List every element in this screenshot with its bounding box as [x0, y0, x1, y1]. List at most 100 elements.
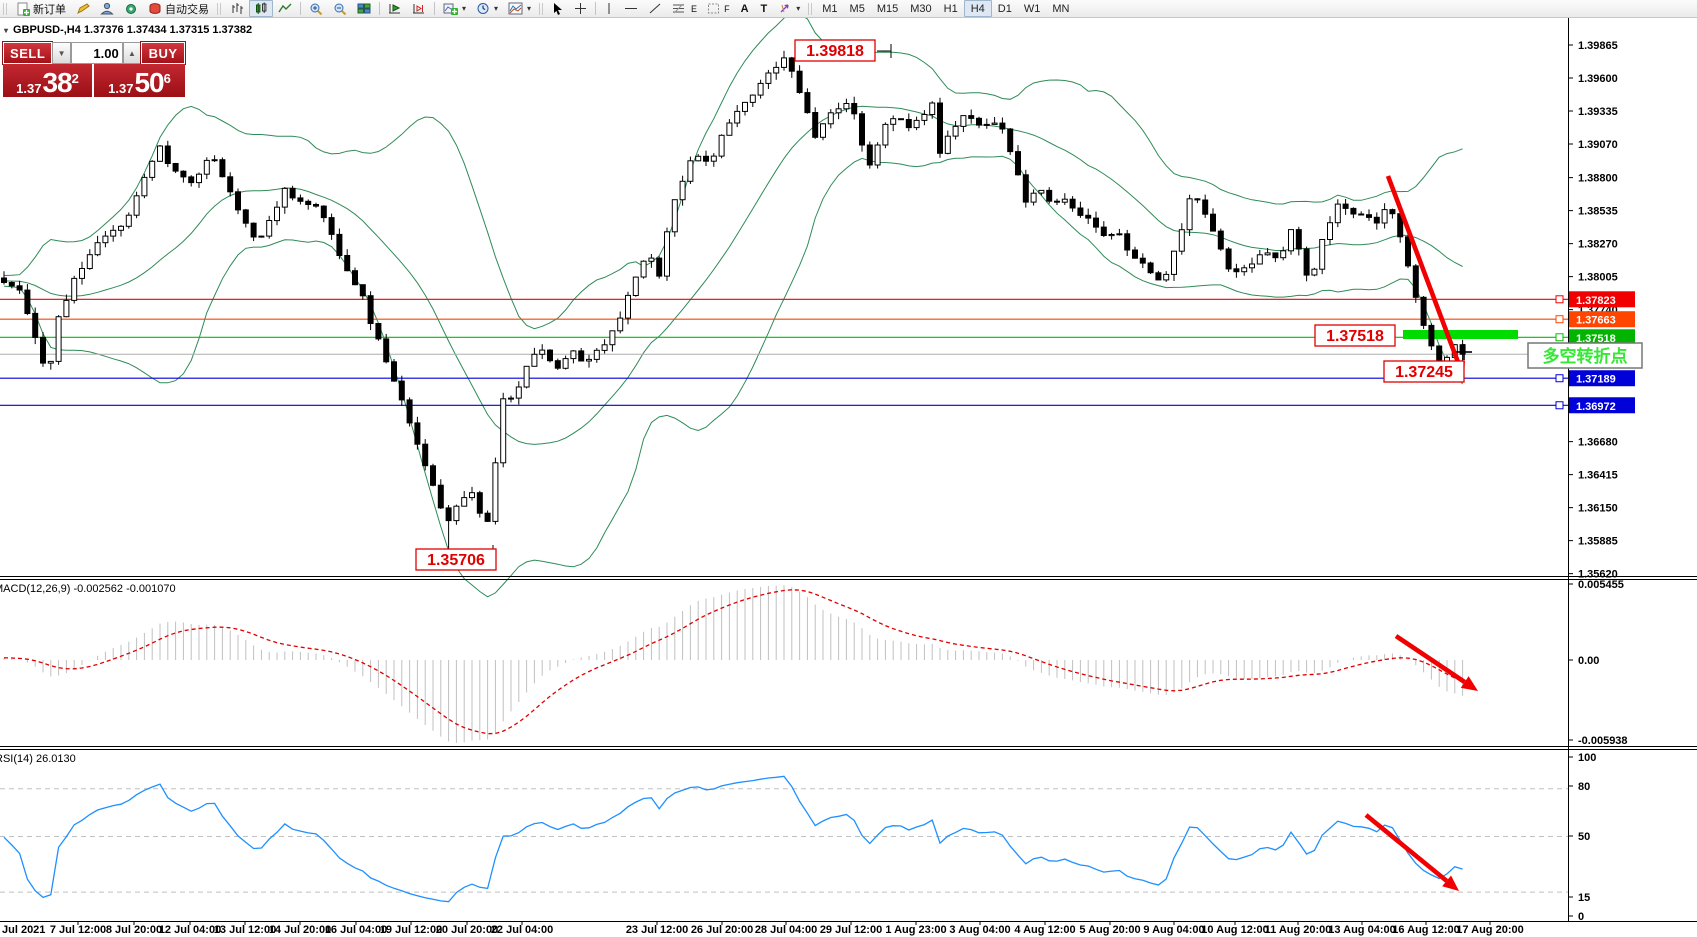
trend-arrow[interactable]: [1364, 813, 1449, 883]
templates-button[interactable]: ▾: [503, 0, 536, 17]
candlesticks: [1, 50, 1466, 563]
news-button[interactable]: [119, 0, 143, 17]
toolbar-grip: [539, 2, 545, 15]
candle-body: [1210, 213, 1216, 232]
candle-body: [648, 257, 655, 262]
sell-button[interactable]: SELL: [1, 41, 54, 65]
cursor-tool-button[interactable]: [547, 0, 569, 17]
timeframe-d1[interactable]: D1: [997, 2, 1012, 15]
candle-body: [1163, 273, 1170, 281]
macd-panel: 0.005455 0.00 -0.005938 MACD(12,26,9) -0.00…: [0, 579, 1628, 747]
candle-body: [196, 173, 202, 184]
timeframe-m1[interactable]: M1: [822, 2, 838, 15]
volume-input[interactable]: [70, 42, 123, 64]
line-handle[interactable]: [1555, 333, 1564, 342]
line-handle[interactable]: [1555, 315, 1564, 324]
candle-body: [742, 101, 748, 112]
price-badge-label: 1.37823: [1576, 295, 1616, 307]
candle-body: [484, 512, 491, 522]
candle-body: [921, 114, 928, 121]
timeframe-mn[interactable]: MN: [1052, 2, 1070, 15]
volume-decrease-button[interactable]: ▼: [52, 42, 71, 64]
bar-chart-mode-button[interactable]: [225, 0, 249, 17]
candle-body: [352, 270, 358, 286]
arrows-tool[interactable]: ▾: [773, 0, 805, 17]
text-tool[interactable]: A: [735, 0, 755, 17]
candle-body: [1319, 239, 1326, 270]
candle-chart-mode-button[interactable]: [249, 0, 273, 17]
timeframe-m5[interactable]: M5: [849, 2, 865, 15]
candle-body: [718, 134, 725, 157]
price-tag-box[interactable]: [1314, 324, 1396, 347]
price-tag-box[interactable]: [1383, 360, 1465, 383]
line-handle[interactable]: [1555, 401, 1564, 410]
buy-button[interactable]: BUY: [140, 41, 186, 65]
rsi-label: RSI(14) 26.0130: [0, 753, 76, 765]
candle-body: [235, 191, 241, 211]
timeframe-h4[interactable]: H4: [963, 0, 992, 17]
crosshair-pencil-button[interactable]: [71, 0, 95, 17]
price-tag-box[interactable]: [794, 39, 876, 62]
timeframe-w1[interactable]: W1: [1023, 2, 1041, 15]
collapse-trade-panel-icon[interactable]: ▾: [4, 25, 9, 35]
line-chart-mode-button[interactable]: [273, 0, 297, 17]
tile-windows-button[interactable]: [352, 0, 376, 17]
trendline-tool[interactable]: [643, 0, 667, 17]
candle-body: [1124, 233, 1131, 251]
bb-upper-band: [3, 13, 1463, 330]
horizontal-level-lines[interactable]: [0, 295, 1568, 410]
fibo-icon: [673, 3, 685, 14]
trend-arrow[interactable]: [1394, 634, 1466, 684]
crosshair-tool-button[interactable]: [569, 0, 592, 17]
annotations[interactable]: 1.39818 1.37518 1.37245 1.35706 多空转折点: [415, 39, 1643, 891]
candle-body: [1288, 229, 1294, 252]
new-order-button[interactable]: 新订单: [11, 0, 71, 17]
candle-body: [86, 254, 93, 269]
green-zone-rect[interactable]: [1403, 330, 1518, 339]
green-zone-bar[interactable]: [1403, 330, 1518, 339]
candle-body: [141, 176, 148, 197]
candle-body: [476, 492, 483, 514]
timeframe-m15[interactable]: M15: [876, 2, 899, 15]
bar-chart-icon: [232, 3, 243, 14]
timeframe-m30[interactable]: M30: [910, 2, 932, 15]
indicators-button[interactable]: ▾: [438, 0, 471, 17]
candle-body: [508, 397, 514, 400]
candle-body: [1061, 198, 1068, 203]
candle-body: [593, 349, 600, 360]
chart-shift-button[interactable]: [407, 0, 431, 17]
candle-body: [749, 94, 756, 103]
fibo-tool[interactable]: E: [667, 0, 702, 17]
line-handle[interactable]: [1555, 374, 1564, 383]
note-box[interactable]: [1527, 342, 1643, 369]
toolbar-separator: [379, 2, 380, 15]
line-chart-icon: [278, 3, 292, 13]
candle-body: [1327, 222, 1333, 240]
buy-price-tile[interactable]: 1.37 50 6: [94, 64, 185, 97]
candle-body: [398, 380, 405, 401]
line-handle[interactable]: [1555, 295, 1564, 304]
periods-button[interactable]: ▾: [471, 0, 503, 17]
sell-price-tile[interactable]: 1.37 38 2: [3, 64, 94, 97]
zoom-out-button[interactable]: [328, 0, 352, 17]
timeframe-h1[interactable]: H1: [943, 2, 958, 15]
candle-body: [1342, 203, 1349, 209]
volume-increase-button[interactable]: ▲: [122, 42, 142, 64]
candle-body: [297, 197, 304, 202]
auto-scroll-button[interactable]: [383, 0, 407, 17]
candle-body: [1264, 252, 1271, 256]
vertical-line-tool[interactable]: [599, 0, 619, 17]
horizontal-line-tool[interactable]: [619, 0, 643, 17]
text-label-tool[interactable]: T: [755, 0, 774, 17]
rsi-tick-label: 15: [1578, 892, 1590, 904]
candle-body: [274, 206, 280, 222]
trend-arrow[interactable]: [1385, 175, 1461, 364]
candle-body: [531, 353, 538, 367]
auto-trading-button[interactable]: 自动交易: [143, 0, 214, 17]
zoom-in-button[interactable]: [304, 0, 328, 17]
candle-body: [102, 235, 109, 244]
profile-button[interactable]: [95, 0, 119, 17]
channel-tool[interactable]: F: [702, 0, 735, 17]
price-tag-box[interactable]: [415, 548, 497, 571]
